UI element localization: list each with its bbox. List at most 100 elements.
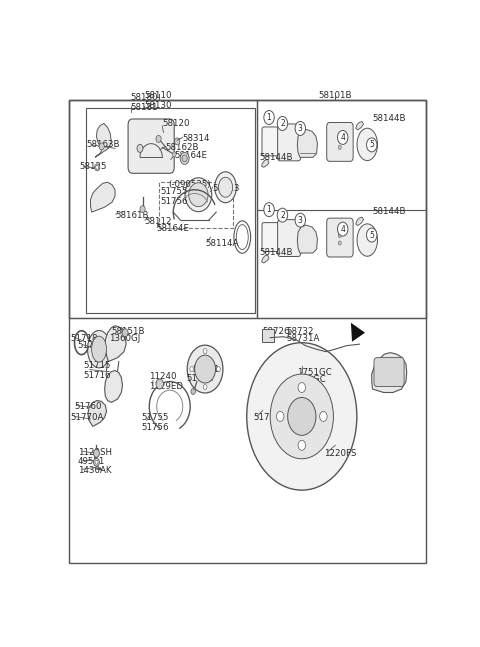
- Text: 51751: 51751: [192, 365, 220, 374]
- Circle shape: [320, 411, 327, 421]
- Text: 58732: 58732: [286, 327, 313, 336]
- Ellipse shape: [215, 172, 236, 203]
- Circle shape: [122, 329, 128, 336]
- Text: 51770A: 51770A: [71, 413, 104, 422]
- Circle shape: [156, 379, 163, 389]
- Text: 1123SH: 1123SH: [78, 448, 112, 457]
- Circle shape: [99, 143, 104, 150]
- Bar: [158, 182, 233, 228]
- Polygon shape: [372, 353, 407, 393]
- Text: 58120: 58120: [162, 119, 190, 128]
- Text: 58144B: 58144B: [372, 206, 406, 215]
- Text: 58163B: 58163B: [87, 140, 120, 149]
- Text: 58114A: 58114A: [205, 239, 239, 248]
- Text: 2: 2: [280, 119, 285, 128]
- Circle shape: [95, 460, 98, 465]
- FancyBboxPatch shape: [262, 223, 281, 252]
- Text: 58164E: 58164E: [156, 224, 189, 232]
- Circle shape: [264, 111, 274, 124]
- Text: 58125: 58125: [79, 162, 107, 171]
- FancyBboxPatch shape: [128, 119, 174, 173]
- Circle shape: [182, 155, 187, 162]
- Text: 51720: 51720: [78, 341, 105, 350]
- Circle shape: [270, 374, 334, 459]
- Text: 58151B: 58151B: [111, 327, 145, 336]
- Ellipse shape: [92, 336, 107, 362]
- Polygon shape: [351, 323, 365, 342]
- Circle shape: [216, 367, 220, 371]
- Circle shape: [180, 153, 189, 164]
- FancyBboxPatch shape: [262, 329, 274, 342]
- Text: 51755
51756: 51755 51756: [141, 413, 168, 432]
- Ellipse shape: [185, 178, 212, 212]
- Polygon shape: [105, 371, 122, 402]
- Bar: [69, 100, 257, 318]
- Text: 58726: 58726: [263, 327, 290, 336]
- Ellipse shape: [357, 224, 377, 256]
- Text: 58144B: 58144B: [259, 248, 292, 256]
- Text: 1430AK: 1430AK: [78, 466, 111, 475]
- Circle shape: [338, 146, 341, 149]
- Bar: [257, 100, 426, 318]
- Circle shape: [96, 166, 99, 170]
- Text: 3: 3: [298, 215, 303, 225]
- Polygon shape: [96, 124, 111, 157]
- Circle shape: [175, 138, 180, 145]
- Circle shape: [264, 203, 274, 217]
- Circle shape: [203, 349, 207, 354]
- Circle shape: [191, 388, 195, 395]
- Text: 51752: 51752: [186, 374, 214, 383]
- Polygon shape: [356, 122, 363, 130]
- Circle shape: [338, 138, 341, 142]
- Circle shape: [277, 116, 288, 131]
- Circle shape: [277, 208, 288, 222]
- Text: 58180
58181: 58180 58181: [131, 93, 158, 112]
- Text: (-090525): (-090525): [168, 181, 211, 190]
- Circle shape: [156, 135, 161, 142]
- FancyBboxPatch shape: [327, 122, 353, 161]
- Circle shape: [337, 222, 348, 236]
- Text: 58314: 58314: [183, 134, 210, 143]
- Circle shape: [298, 441, 306, 450]
- Polygon shape: [356, 217, 363, 226]
- Text: 58113: 58113: [213, 184, 240, 193]
- Circle shape: [95, 164, 100, 171]
- Ellipse shape: [189, 182, 208, 206]
- Polygon shape: [96, 467, 103, 470]
- Text: 1220FS: 1220FS: [324, 449, 357, 458]
- Text: 51712: 51712: [253, 413, 281, 422]
- Ellipse shape: [218, 177, 233, 197]
- Bar: [86, 107, 255, 313]
- FancyBboxPatch shape: [262, 127, 281, 156]
- Circle shape: [187, 345, 223, 393]
- Text: 5: 5: [369, 140, 374, 149]
- Circle shape: [337, 131, 348, 144]
- Polygon shape: [297, 225, 317, 253]
- Circle shape: [247, 343, 357, 490]
- Polygon shape: [262, 255, 269, 263]
- Circle shape: [195, 355, 216, 383]
- Polygon shape: [91, 182, 115, 212]
- Text: 51760: 51760: [74, 402, 102, 411]
- Text: 49551: 49551: [78, 457, 105, 466]
- Circle shape: [140, 206, 145, 213]
- Circle shape: [298, 382, 306, 393]
- Circle shape: [295, 122, 306, 135]
- Text: 4: 4: [340, 133, 345, 142]
- Circle shape: [367, 138, 377, 152]
- Circle shape: [338, 234, 341, 237]
- Text: 5: 5: [369, 230, 374, 239]
- Text: 58164E: 58164E: [175, 151, 207, 160]
- Text: 1751GC: 1751GC: [290, 375, 325, 384]
- FancyBboxPatch shape: [327, 218, 353, 257]
- Text: 58144B: 58144B: [259, 153, 292, 162]
- Text: 58731A: 58731A: [286, 334, 320, 343]
- Circle shape: [295, 213, 306, 227]
- Text: 1: 1: [267, 205, 271, 214]
- Circle shape: [288, 397, 316, 435]
- Text: 1: 1: [267, 113, 271, 122]
- Polygon shape: [106, 325, 126, 362]
- Polygon shape: [297, 129, 317, 157]
- Text: 51755
51756: 51755 51756: [160, 186, 188, 206]
- Text: 1751GC: 1751GC: [297, 368, 331, 377]
